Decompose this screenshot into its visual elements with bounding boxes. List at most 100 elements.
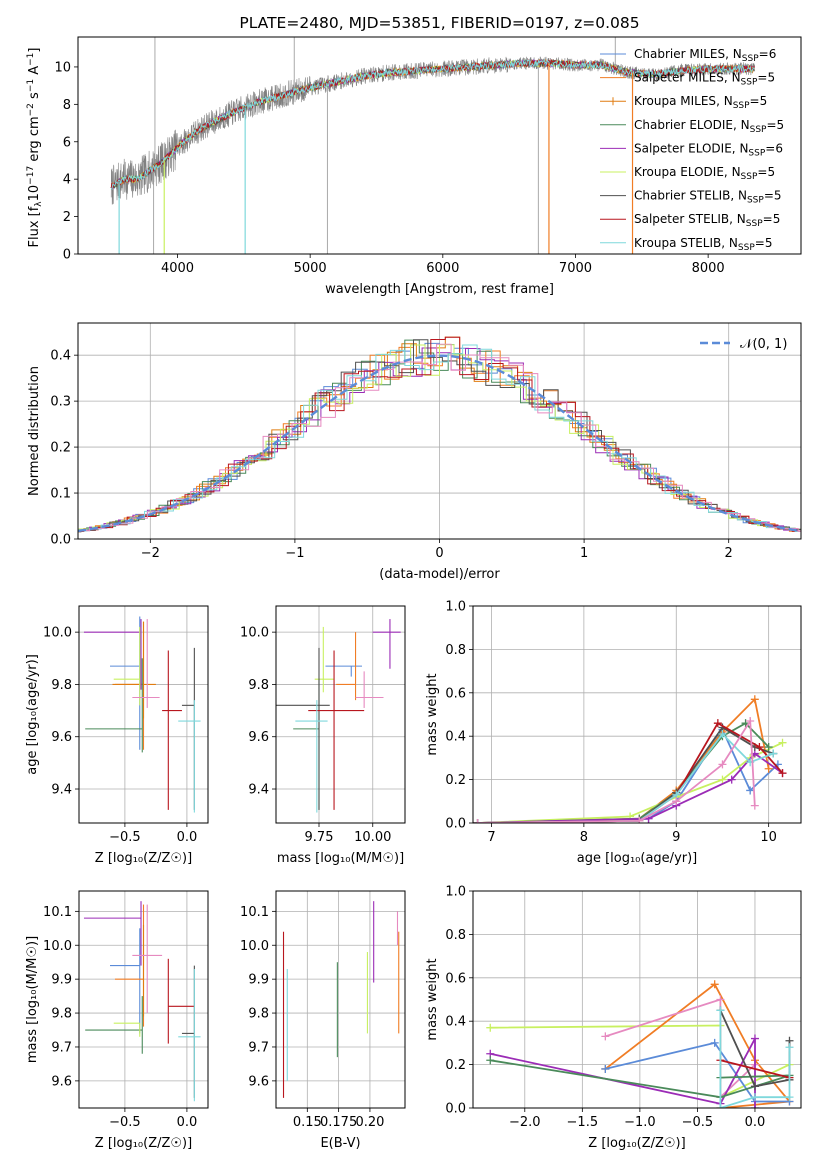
y-tick-label: 0.2	[50, 441, 71, 456]
weight-line	[490, 1038, 756, 1108]
weight-marker	[750, 801, 759, 810]
errorbar-point	[114, 621, 145, 750]
y-tick-label: 9.6	[51, 1074, 72, 1089]
weight-line	[477, 741, 783, 823]
errorbar-point	[276, 647, 330, 810]
errorbar-point	[181, 647, 195, 810]
spectrum-panel: 4000 5000 6000 7000 8000 0 2 4 6 8 10 wavelength [A…	[26, 14, 802, 297]
legend-label: Chabrier STELIB, NSSP=5	[634, 189, 782, 206]
legend-entry: Salpeter STELIB, NSSP=5	[600, 212, 780, 229]
weight-marker	[750, 1104, 759, 1108]
errorbar-point	[355, 671, 384, 708]
errorbar-point	[295, 700, 328, 813]
errorbar-point	[325, 665, 362, 677]
x-tick-label: 8	[580, 830, 588, 845]
x-tick-label: 5000	[294, 261, 327, 276]
plot-area	[78, 336, 801, 533]
weight-series	[473, 723, 778, 823]
errorbar-point	[178, 700, 201, 813]
y-axis-label: Normed distribution	[27, 366, 42, 496]
y-tick-label: 0.4	[445, 730, 466, 745]
axes-frame	[78, 890, 209, 1109]
weight-marker	[713, 719, 722, 728]
errorbar-point	[162, 650, 182, 810]
y-tick-label: 10.1	[43, 905, 72, 920]
weight-marker	[718, 730, 727, 739]
y-tick-label: 9.6	[248, 730, 269, 745]
weight-marker	[716, 995, 725, 1004]
x-tick-label: 0.0	[177, 1115, 198, 1130]
x-tick-label: 10.00	[354, 830, 391, 845]
legend-label: Kroupa STELIB, NSSP=5	[634, 236, 772, 253]
weight-marker	[785, 1043, 794, 1052]
errorbar-point	[132, 904, 163, 1014]
weight-marker	[716, 1006, 725, 1015]
y-tick-label: 6	[63, 135, 71, 150]
weight-marker	[486, 1056, 495, 1065]
legend-entry: Kroupa MILES, NSSP=5	[600, 94, 767, 111]
x-tick-label: −0.5	[109, 1115, 141, 1130]
x-axis-label: Z [log₁₀(Z/Z☉)]	[95, 1136, 192, 1151]
weight-marker	[746, 717, 755, 726]
y-tick-label: 8	[63, 98, 71, 113]
errorbar-point	[181, 965, 195, 1098]
errorbar-point	[132, 619, 160, 708]
axes: −2.0 −1.5 −1.0 −0.5 0.0 0.0 0.2 0.4 0.6 0.8 1.0 Z […	[425, 885, 802, 1151]
weight-marker	[769, 749, 778, 758]
x-tick-label: 0.20	[355, 1115, 384, 1130]
y-axis-label: mass weight	[425, 958, 440, 1040]
legend-label: Chabrier MILES, NSSP=6	[634, 47, 776, 64]
legend-label: Salpeter STELIB, NSSP=5	[634, 212, 780, 229]
weight-marker	[746, 786, 755, 795]
errorbar-point	[314, 626, 335, 693]
legend-label: Kroupa ELODIE, NSSP=5	[634, 165, 775, 182]
x-axis-label: age [log₁₀(age/yr)]	[577, 851, 698, 866]
errorbar-point	[110, 928, 141, 1034]
y-tick-label: 9.8	[51, 1007, 72, 1022]
legend-label: Salpeter ELODIE, NSSP=6	[634, 141, 783, 158]
legend-entry: Chabrier STELIB, NSSP=5	[600, 189, 782, 206]
legend-label: Chabrier ELODIE, NSSP=5	[634, 118, 784, 135]
axes: −2 −1 0 1 2 0.0 0.1 0.2 0.3 0.4 (data-model)/error…	[27, 322, 802, 582]
x-tick-label: −0.5	[682, 1115, 714, 1130]
weight-series	[473, 695, 773, 823]
errorbar-point	[167, 958, 195, 1044]
weight-marker	[727, 775, 736, 784]
plot-area	[110, 37, 755, 254]
y-tick-label: 1.0	[445, 600, 466, 615]
x-tick-label: 9.75	[305, 830, 334, 845]
weight-marker	[718, 775, 727, 784]
axes-frame	[77, 322, 802, 540]
errorbar-point	[83, 619, 142, 690]
axes-frame	[472, 605, 802, 824]
y-tick-label: 2	[63, 210, 71, 225]
weight-line	[605, 1041, 790, 1103]
plot-area	[83, 901, 201, 1102]
x-axis-label: Z [log₁₀(Z/Z☉)]	[95, 851, 192, 866]
plot-area	[486, 980, 794, 1108]
x-tick-label: 0.175	[320, 1115, 357, 1130]
x-tick-label: 7	[487, 830, 495, 845]
y-tick-label: 1.0	[445, 885, 466, 900]
legend-entry: Chabrier ELODIE, NSSP=5	[600, 118, 784, 135]
legend-label: Salpeter MILES, NSSP=5	[634, 71, 775, 88]
weight-marker	[764, 743, 773, 752]
y-tick-label: 0	[63, 248, 71, 263]
y-tick-label: 10.1	[240, 905, 269, 920]
errorbar-point	[112, 621, 156, 719]
axes: 4000 5000 6000 7000 8000 0 2 4 6 8 10 wavelength [A…	[26, 14, 802, 297]
legend-entry: Chabrier MILES, NSSP=6	[600, 47, 776, 64]
x-tick-label: −1	[285, 546, 304, 561]
legend-label: 𝒩(0, 1)	[740, 337, 787, 352]
x-tick-label: −1.0	[624, 1115, 656, 1130]
errorbar-point	[85, 996, 143, 1054]
gaussian-curve	[78, 354, 799, 533]
weight-series	[473, 719, 787, 823]
model-spectrum-line	[110, 58, 755, 191]
y-tick-label: 10.0	[43, 626, 72, 641]
y-tick-label: 9.4	[51, 783, 72, 798]
y-tick-label: 0.8	[445, 928, 466, 943]
